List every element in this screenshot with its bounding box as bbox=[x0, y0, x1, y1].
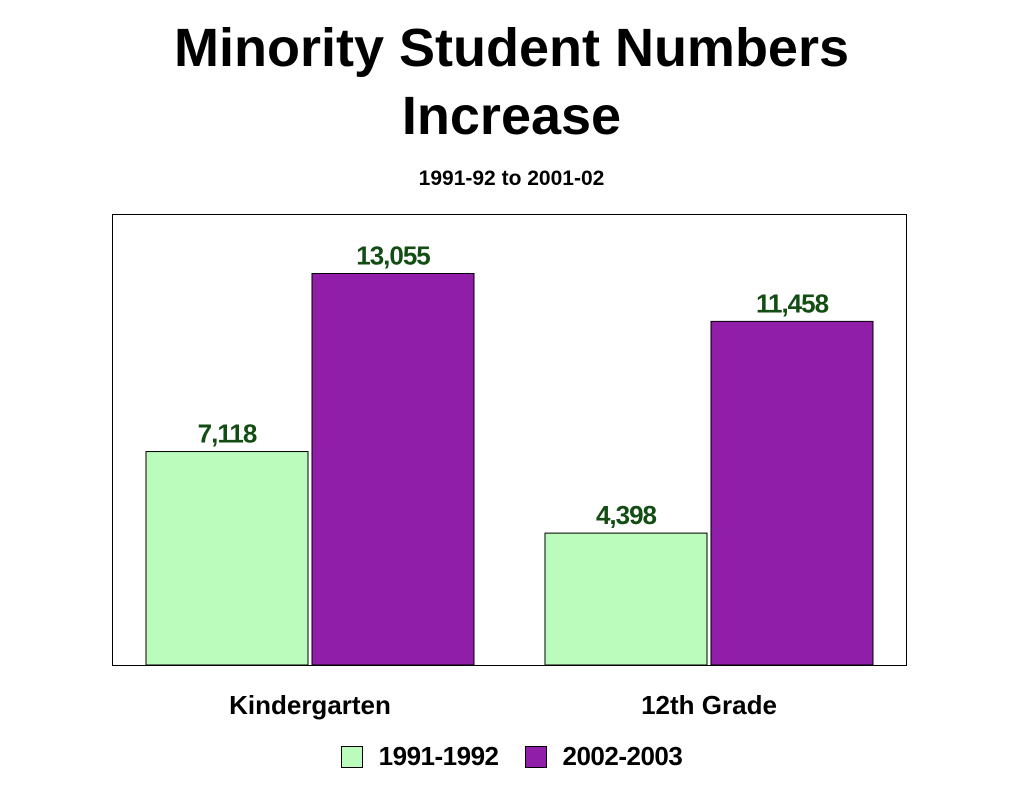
legend-item-series-2: 2002-2003 bbox=[524, 741, 683, 772]
data-label-1991-1992-kindergarten: 7,118 bbox=[198, 419, 257, 449]
category-label-kindergarten: Kindergarten bbox=[229, 690, 391, 720]
data-labels-layer: 7,118 4,398 13,055 11,458 bbox=[198, 241, 830, 531]
legend-label-series-1: 1991-1992 bbox=[378, 741, 499, 771]
chart-title-line-1: Minority Student Numbers bbox=[173, 18, 850, 78]
legend-swatch-series-2 bbox=[524, 745, 547, 768]
legend: 1991-1992 2002-2003 bbox=[0, 741, 1023, 772]
bar-2002-2003-kindergarten bbox=[311, 273, 475, 666]
legend-swatch-series-1 bbox=[340, 745, 363, 768]
data-label-2002-2003-kindergarten: 13,055 bbox=[356, 241, 430, 271]
category-label-12th-grade: 12th Grade bbox=[641, 690, 777, 720]
category-axis-labels: Kindergarten 12th Grade bbox=[229, 690, 777, 720]
bar-1991-1992-12th-grade bbox=[544, 532, 708, 666]
chart-title-line-2: Increase bbox=[401, 86, 622, 146]
legend-item-series-1: 1991-1992 bbox=[340, 741, 499, 772]
legend-label-series-2: 2002-2003 bbox=[562, 741, 683, 771]
chart-subtitle: 1991-92 to 2001-02 bbox=[418, 167, 605, 190]
bar-1991-1992-kindergarten bbox=[145, 451, 309, 666]
data-label-2002-2003-12th-grade: 11,458 bbox=[756, 288, 829, 318]
data-label-1991-1992-12th-grade: 4,398 bbox=[596, 500, 657, 530]
plot-area-frame bbox=[112, 214, 907, 666]
bar-2002-2003-12th-grade bbox=[710, 320, 874, 666]
chart-title: Minority Student Numbers Increase bbox=[0, 14, 1023, 150]
bars-layer bbox=[145, 273, 874, 666]
